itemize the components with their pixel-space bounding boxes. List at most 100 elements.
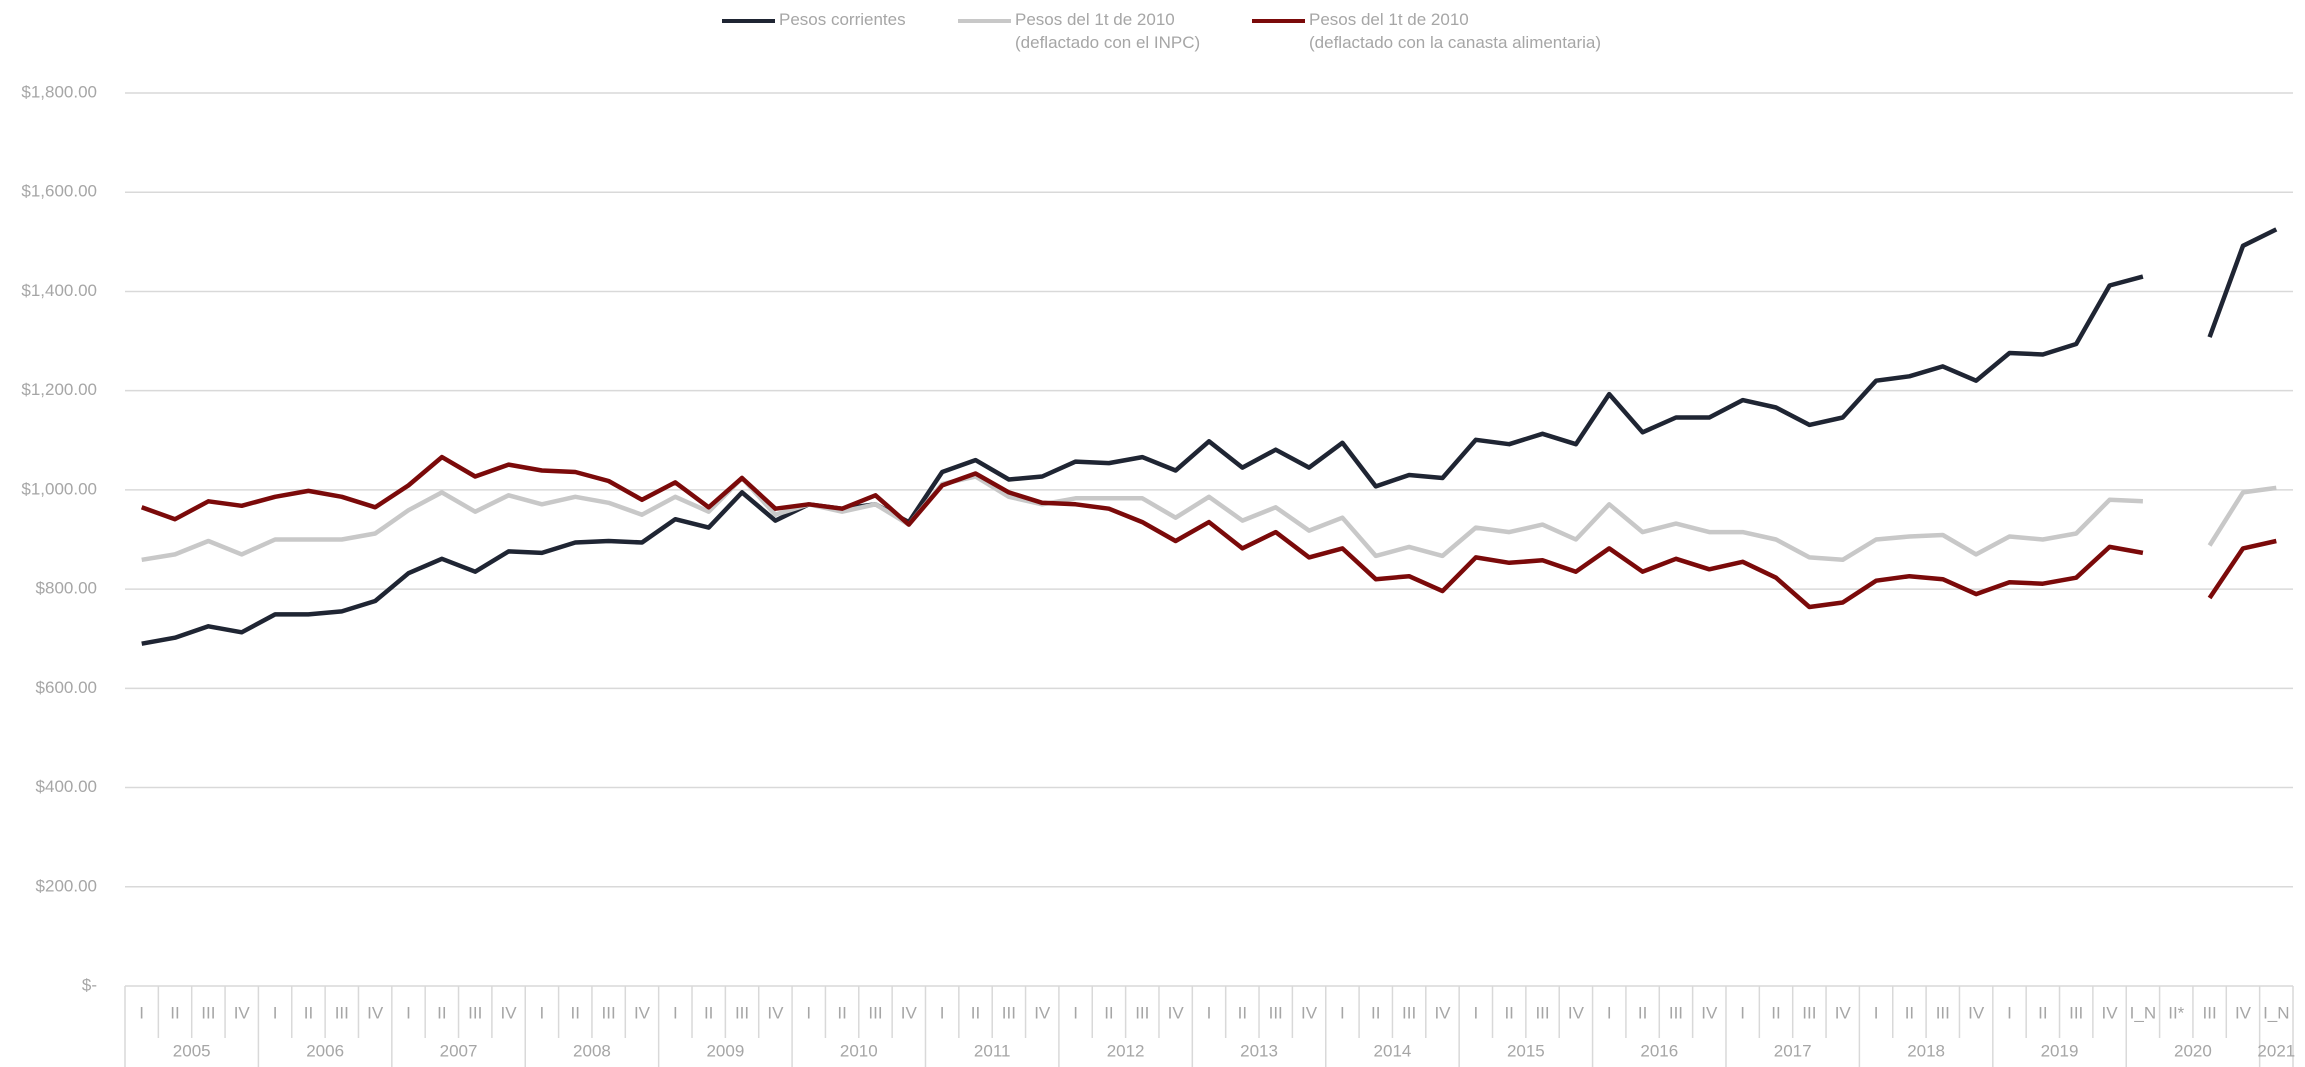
year-label: 2006	[306, 1041, 344, 1060]
x-tick-label: IV	[1968, 1003, 1985, 1022]
x-tick-label: IV	[1701, 1003, 1718, 1022]
x-tick-label: II	[2038, 1003, 2047, 1022]
x-tick-label: IV	[1034, 1003, 1051, 1022]
x-tick-label: I_N	[2130, 1003, 2156, 1022]
x-tick-label: III	[868, 1003, 882, 1022]
y-tick-label: $200.00	[36, 876, 97, 895]
y-tick-label: $1,600.00	[21, 182, 97, 201]
year-label: 2010	[840, 1041, 878, 1060]
year-label: 2017	[1774, 1041, 1812, 1060]
y-tick-label: $1,200.00	[21, 380, 97, 399]
x-tick-label: III	[735, 1003, 749, 1022]
x-tick-label: I	[273, 1003, 278, 1022]
year-label: 2016	[1640, 1041, 1678, 1060]
x-tick-label: III	[1802, 1003, 1816, 1022]
x-tick-label: III	[335, 1003, 349, 1022]
x-tick-label: IV	[767, 1003, 784, 1022]
x-tick-label: I	[940, 1003, 945, 1022]
year-label: 2020	[2174, 1041, 2212, 1060]
x-tick-label: I	[139, 1003, 144, 1022]
year-label: 2008	[573, 1041, 611, 1060]
y-tick-label: $600.00	[36, 678, 97, 697]
series-line	[141, 227, 2278, 646]
y-tick-label: $400.00	[36, 777, 97, 796]
x-tick-label: IV	[901, 1003, 918, 1022]
legend-label: Pesos corrientes	[779, 10, 906, 29]
x-tick-label: I	[673, 1003, 678, 1022]
legend-label: Pesos del 1t de 2010 (deflactado con el …	[1015, 10, 1201, 52]
year-label: 2015	[1507, 1041, 1545, 1060]
x-tick-label: II*	[2168, 1003, 2184, 1022]
x-tick-label: II	[971, 1003, 980, 1022]
legend-item: Pesos corrientes	[722, 8, 906, 31]
x-tick-label: IV	[1434, 1003, 1451, 1022]
x-tick-label: II	[1905, 1003, 1914, 1022]
x-tick-label: I	[1740, 1003, 1745, 1022]
x-tick-label: II	[170, 1003, 179, 1022]
x-tick-label: IV	[234, 1003, 251, 1022]
year-label: 2011	[974, 1041, 1011, 1060]
legend-swatch	[722, 19, 775, 23]
x-tick-label: IV	[1168, 1003, 1185, 1022]
x-tick-label: IV	[2102, 1003, 2119, 1022]
x-tick-label: I	[1073, 1003, 1078, 1022]
x-tick-label: II	[304, 1003, 313, 1022]
x-tick-label: III	[1402, 1003, 1416, 1022]
x-tick-label: I	[540, 1003, 545, 1022]
x-tick-label: II	[1238, 1003, 1247, 1022]
x-tick-label: I	[1340, 1003, 1345, 1022]
x-tick-label: I	[406, 1003, 411, 1022]
y-tick-label: $1,800.00	[21, 82, 97, 101]
x-tick-label: II	[837, 1003, 846, 1022]
x-tick-label: III	[2203, 1003, 2217, 1022]
x-tick-label: II	[704, 1003, 713, 1022]
x-tick-label: I	[806, 1003, 811, 1022]
x-tick-label: II	[1771, 1003, 1780, 1022]
x-tick-label: III	[1535, 1003, 1549, 1022]
series-line	[141, 474, 2277, 563]
year-label: 2021	[2257, 1041, 2295, 1060]
legend-label: Pesos del 1t de 2010 (deflactado con la …	[1309, 10, 1601, 52]
x-tick-label: II	[1371, 1003, 1380, 1022]
x-tick-label: III	[201, 1003, 215, 1022]
x-tick-label: IV	[2235, 1003, 2252, 1022]
legend-item: Pesos del 1t de 2010 (deflactado con la …	[1252, 8, 1601, 54]
x-tick-label: II	[1504, 1003, 1513, 1022]
x-tick-label: IV	[501, 1003, 518, 1022]
x-tick-label: III	[468, 1003, 482, 1022]
x-tick-label: III	[1135, 1003, 1149, 1022]
x-tick-label: II	[1638, 1003, 1647, 1022]
legend-swatch	[1252, 19, 1305, 23]
y-tick-label: $1,400.00	[21, 281, 97, 300]
x-tick-label: III	[1002, 1003, 1016, 1022]
x-tick-label: IV	[1568, 1003, 1585, 1022]
x-tick-label: III	[1669, 1003, 1683, 1022]
x-tick-label: IV	[1301, 1003, 1318, 1022]
year-label: 2007	[440, 1041, 478, 1060]
y-tick-label: $800.00	[36, 579, 97, 598]
x-tick-label: IV	[634, 1003, 651, 1022]
year-label: 2014	[1374, 1041, 1412, 1060]
x-tick-label: I	[1874, 1003, 1879, 1022]
x-tick-label: I	[1607, 1003, 1612, 1022]
x-tick-label: III	[2069, 1003, 2083, 1022]
x-tick-label: I	[1207, 1003, 1212, 1022]
x-tick-label: IV	[1835, 1003, 1852, 1022]
year-label: 2012	[1107, 1041, 1145, 1060]
y-tick-label: $1,000.00	[21, 479, 97, 498]
x-tick-label: III	[602, 1003, 616, 1022]
year-label: 2005	[173, 1041, 211, 1060]
year-label: 2009	[706, 1041, 744, 1060]
x-tick-label: II	[571, 1003, 580, 1022]
x-tick-label: III	[1936, 1003, 1950, 1022]
year-label: 2018	[1907, 1041, 1945, 1060]
x-tick-label: II	[437, 1003, 446, 1022]
year-label: 2019	[2041, 1041, 2079, 1060]
series-line	[140, 454, 2277, 610]
legend-swatch	[958, 19, 1011, 23]
year-label: 2013	[1240, 1041, 1278, 1060]
x-tick-label: I	[1473, 1003, 1478, 1022]
x-tick-label: II	[1104, 1003, 1113, 1022]
